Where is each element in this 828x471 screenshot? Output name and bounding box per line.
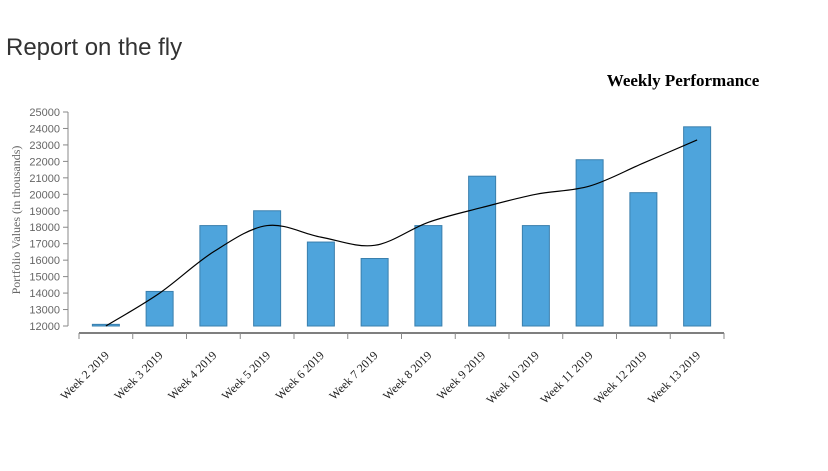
y-axis: 12000 13000 14000 15000 16000 17000 18000 19000… bbox=[29, 107, 69, 333]
bar bbox=[629, 192, 658, 327]
x-tick-label: Week 11 2019 bbox=[537, 348, 595, 406]
x-tick-label: Week 2 2019 bbox=[58, 348, 112, 402]
y-tick-label: 22000 bbox=[29, 156, 60, 168]
x-tick-label: Week 13 2019 bbox=[645, 348, 704, 407]
x-tick-label: Week 9 2019 bbox=[434, 348, 488, 402]
y-tick-label: 16000 bbox=[29, 255, 60, 267]
y-tick-label: 24000 bbox=[29, 123, 60, 135]
x-tick-label: Week 4 2019 bbox=[165, 348, 219, 402]
y-tick-label: 15000 bbox=[29, 272, 60, 284]
trend-line bbox=[105, 139, 698, 327]
x-axis: Week 2 2019 Week 3 2019 Week 4 2019 Week 5 … bbox=[58, 332, 725, 407]
x-tick-label: Week 12 2019 bbox=[591, 348, 650, 407]
bar bbox=[306, 241, 335, 327]
x-tick-label: Week 7 2019 bbox=[326, 348, 380, 402]
bar bbox=[468, 175, 497, 327]
bar bbox=[360, 258, 389, 327]
y-tick-label: 13000 bbox=[29, 305, 60, 317]
trend-line-path bbox=[105, 139, 698, 327]
bar bbox=[575, 159, 604, 327]
y-tick-label: 18000 bbox=[29, 222, 60, 234]
bar bbox=[521, 225, 550, 327]
bar bbox=[199, 225, 228, 327]
y-axis-title: Portfolio Values (in thousands) bbox=[9, 146, 23, 295]
x-tick-label: Week 3 2019 bbox=[111, 348, 165, 402]
page-title: Report on the fly bbox=[6, 34, 183, 61]
x-tick-label: Week 10 2019 bbox=[483, 348, 542, 407]
x-tick-label: Week 8 2019 bbox=[380, 348, 434, 402]
bar bbox=[683, 126, 712, 327]
bar bbox=[253, 210, 282, 327]
x-tick-label: Week 6 2019 bbox=[273, 348, 327, 402]
y-tick-label: 17000 bbox=[29, 239, 60, 251]
y-tick-label: 21000 bbox=[29, 173, 60, 185]
chart-title: Weekly Performance bbox=[607, 71, 760, 90]
y-tick-label: 25000 bbox=[29, 107, 60, 119]
y-tick-label: 12000 bbox=[29, 321, 60, 333]
y-tick-label: 14000 bbox=[29, 288, 60, 300]
y-tick-label: 20000 bbox=[29, 189, 60, 201]
bar-series bbox=[91, 126, 712, 327]
bar bbox=[414, 225, 443, 327]
x-tick-label: Week 5 2019 bbox=[219, 348, 273, 402]
bar bbox=[145, 290, 174, 327]
y-tick-label: 23000 bbox=[29, 140, 60, 152]
y-tick-label: 19000 bbox=[29, 206, 60, 218]
